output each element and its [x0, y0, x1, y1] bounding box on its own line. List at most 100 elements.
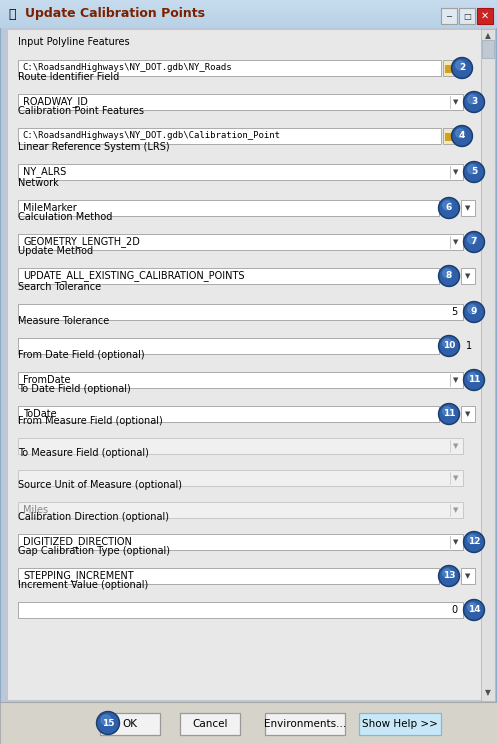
Text: GEOMETRY_LENGTH_2D: GEOMETRY_LENGTH_2D [23, 237, 140, 248]
Bar [0, 8, 497, 9]
Text: 9: 9 [471, 307, 477, 316]
Text: 1: 1 [466, 341, 472, 351]
Text: ▼: ▼ [465, 411, 471, 417]
Text: Measure Tolerance: Measure Tolerance [18, 316, 109, 326]
Bar [0, 6, 497, 7]
Text: Calibration Direction (optional): Calibration Direction (optional) [18, 512, 169, 522]
Text: 8: 8 [446, 272, 452, 280]
Text: Calculation Method: Calculation Method [18, 212, 112, 222]
Circle shape [464, 370, 485, 391]
Text: 2: 2 [459, 63, 465, 72]
Bar [18, 470, 463, 486]
Circle shape [438, 565, 460, 586]
Circle shape [465, 93, 483, 111]
Text: 11: 11 [468, 376, 480, 385]
Text: 10: 10 [443, 341, 455, 350]
Text: Network: Network [18, 178, 59, 188]
Bar [461, 568, 475, 584]
Circle shape [440, 267, 458, 285]
Bar [0, 23, 497, 24]
Bar [265, 713, 345, 735]
Text: ▼: ▼ [453, 239, 459, 245]
Text: ▼: ▼ [453, 507, 459, 513]
Circle shape [465, 233, 483, 251]
Text: Environments...: Environments... [264, 719, 346, 729]
Circle shape [98, 713, 118, 733]
Bar [0, 16, 497, 17]
Text: 5: 5 [451, 307, 457, 317]
Bar [445, 133, 459, 141]
Bar [0, 25, 497, 26]
Bar [445, 65, 459, 73]
Text: Update Method: Update Method [18, 246, 93, 256]
Text: 6: 6 [446, 204, 452, 213]
Circle shape [438, 403, 460, 425]
Text: ▲: ▲ [485, 31, 491, 40]
Bar [443, 60, 461, 76]
Circle shape [438, 197, 460, 219]
Bar [0, 2, 497, 3]
Bar [0, 20, 497, 21]
Text: ✕: ✕ [481, 11, 489, 21]
Text: 15: 15 [102, 719, 114, 728]
Circle shape [456, 61, 465, 70]
Circle shape [465, 163, 483, 181]
Text: ▼: ▼ [465, 273, 471, 279]
Text: 4: 4 [459, 132, 465, 141]
Bar [0, 19, 497, 20]
Text: Calibration Point Features: Calibration Point Features [18, 106, 144, 116]
Text: From Measure Field (optional): From Measure Field (optional) [18, 416, 163, 426]
Circle shape [440, 405, 458, 423]
Bar [0, 17, 497, 18]
Text: Update Calibration Points: Update Calibration Points [25, 7, 205, 21]
Bar [18, 602, 463, 618]
Bar [481, 29, 495, 701]
Bar [0, 5, 497, 6]
Text: ▼: ▼ [453, 377, 459, 383]
Bar [0, 22, 497, 23]
Text: 3: 3 [471, 97, 477, 106]
Circle shape [443, 269, 452, 278]
Text: DIGITIZED_DIRECTION: DIGITIZED_DIRECTION [23, 536, 132, 548]
Bar [0, 26, 497, 27]
Circle shape [440, 199, 458, 217]
Circle shape [465, 303, 483, 321]
Bar [0, 7, 497, 8]
Text: 13: 13 [443, 571, 455, 580]
Text: ─: ─ [446, 11, 451, 21]
Text: ToDate: ToDate [23, 409, 57, 419]
Circle shape [464, 600, 485, 620]
Circle shape [443, 201, 452, 210]
Circle shape [468, 235, 477, 244]
Text: ▼: ▼ [465, 205, 471, 211]
Circle shape [451, 57, 473, 79]
Bar [18, 94, 463, 110]
Circle shape [440, 567, 458, 585]
Text: ▼: ▼ [453, 99, 459, 105]
Text: ▼: ▼ [453, 539, 459, 545]
Circle shape [468, 305, 477, 314]
Bar [359, 713, 441, 735]
Text: Show Help >>: Show Help >> [362, 719, 438, 729]
Text: From Date Field (optional): From Date Field (optional) [18, 350, 145, 360]
Bar [441, 8, 457, 24]
Circle shape [468, 603, 477, 612]
Text: Route Identifier Field: Route Identifier Field [18, 72, 119, 82]
Bar [0, 14, 497, 15]
Bar [0, 3, 497, 4]
Circle shape [464, 231, 485, 252]
Circle shape [453, 59, 471, 77]
Bar [0, 15, 497, 16]
Bar [0, 4, 497, 5]
Bar [445, 134, 453, 135]
Bar [18, 406, 439, 422]
Bar [18, 372, 463, 388]
Circle shape [465, 371, 483, 389]
Circle shape [465, 533, 483, 551]
Text: MileMarker: MileMarker [23, 203, 77, 213]
Text: +: + [454, 61, 460, 67]
Text: OK: OK [122, 719, 138, 729]
Text: 🔨: 🔨 [8, 7, 16, 21]
Bar [18, 60, 441, 76]
Bar [18, 568, 439, 584]
